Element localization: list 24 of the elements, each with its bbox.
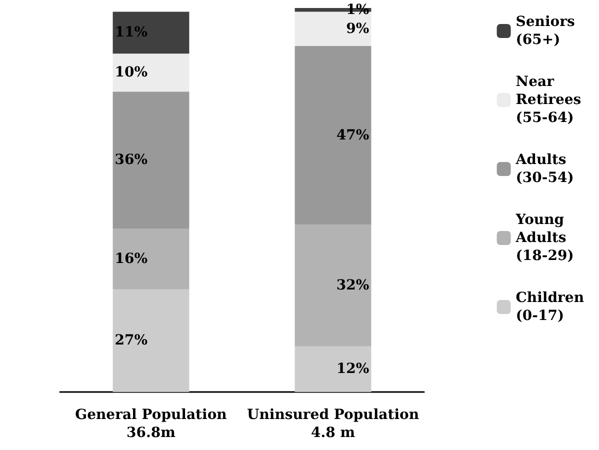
legend-label: Young Adults (18-29): [514, 212, 574, 264]
legend-label: Seniors (65+): [516, 14, 576, 48]
bar: [294, 346, 372, 392]
bar: [112, 228, 190, 290]
data-label: 16%: [114, 250, 148, 267]
data-label: 32%: [336, 278, 370, 294]
data-label: 47%: [336, 127, 370, 144]
x-tick-label: General Population 36.8m: [75, 407, 227, 441]
data-label: 36%: [114, 152, 148, 168]
legend-label: Children (0-17): [516, 290, 584, 324]
data-label: 12%: [336, 361, 370, 378]
bar: [112, 54, 190, 92]
bar: [294, 46, 372, 225]
legend-label: Adults (30-54): [514, 152, 574, 186]
data-label: 9%: [346, 20, 370, 37]
bar: [294, 224, 372, 346]
bar: [112, 289, 190, 392]
data-label: 27%: [114, 332, 148, 349]
legend-label: Near Retirees (55-64): [516, 74, 582, 126]
data-label: 11%: [114, 24, 148, 41]
data-label: 10%: [114, 64, 148, 81]
bar: [112, 12, 190, 54]
x-tick-label: Uninsured Population 4.8 m: [246, 407, 420, 441]
bar: [112, 92, 190, 229]
